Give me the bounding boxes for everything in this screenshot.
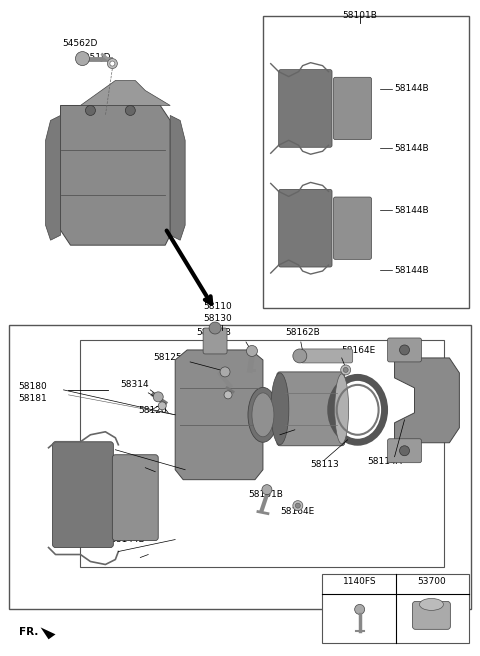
- Ellipse shape: [252, 393, 274, 437]
- Circle shape: [399, 345, 409, 355]
- Circle shape: [220, 367, 230, 377]
- Text: 58101B: 58101B: [342, 10, 377, 20]
- Circle shape: [399, 445, 409, 456]
- Ellipse shape: [248, 388, 278, 442]
- FancyBboxPatch shape: [277, 372, 345, 445]
- Ellipse shape: [335, 374, 348, 443]
- Circle shape: [153, 392, 163, 402]
- Bar: [81, 340, 444, 567]
- Circle shape: [343, 367, 348, 373]
- Text: 58144B: 58144B: [395, 144, 429, 153]
- Bar: [322, 575, 469, 644]
- Ellipse shape: [336, 385, 379, 435]
- Ellipse shape: [420, 598, 444, 610]
- Text: 58164E: 58164E: [342, 346, 376, 355]
- Circle shape: [158, 402, 166, 410]
- Text: 58144B: 58144B: [120, 466, 155, 475]
- Circle shape: [110, 61, 115, 66]
- Text: 58144B: 58144B: [395, 206, 429, 215]
- Text: FR.: FR.: [19, 627, 38, 638]
- FancyBboxPatch shape: [301, 349, 353, 363]
- Polygon shape: [81, 81, 170, 106]
- Text: 58110: 58110: [204, 302, 232, 311]
- Text: 54562D: 54562D: [62, 39, 98, 48]
- Text: 58181: 58181: [19, 394, 48, 403]
- Polygon shape: [170, 115, 185, 240]
- Text: 58180: 58180: [19, 382, 48, 391]
- Text: 58161B: 58161B: [248, 489, 283, 499]
- FancyBboxPatch shape: [279, 190, 332, 267]
- Polygon shape: [60, 106, 170, 245]
- Circle shape: [224, 391, 232, 399]
- Text: 58144B: 58144B: [395, 266, 429, 275]
- FancyBboxPatch shape: [203, 328, 227, 354]
- FancyBboxPatch shape: [387, 439, 421, 462]
- FancyBboxPatch shape: [279, 70, 332, 148]
- Circle shape: [262, 485, 272, 495]
- Polygon shape: [175, 350, 263, 480]
- Text: 58112: 58112: [278, 435, 307, 443]
- Text: 58113: 58113: [310, 460, 338, 469]
- Circle shape: [295, 503, 300, 508]
- Text: 58114A: 58114A: [368, 457, 402, 466]
- Ellipse shape: [271, 373, 289, 445]
- Text: 58130: 58130: [204, 314, 232, 323]
- Circle shape: [293, 349, 307, 363]
- Circle shape: [247, 346, 257, 356]
- Text: 1351JD: 1351JD: [78, 52, 111, 62]
- Text: 1140FS: 1140FS: [343, 577, 376, 586]
- Bar: [9, 325, 471, 609]
- Text: 58120: 58120: [138, 406, 167, 415]
- Circle shape: [355, 604, 365, 615]
- Text: 58314: 58314: [120, 380, 149, 389]
- Text: 58162B: 58162B: [285, 328, 320, 337]
- Text: 58163B: 58163B: [196, 328, 231, 337]
- Text: 58144B: 58144B: [110, 535, 145, 544]
- FancyBboxPatch shape: [387, 338, 421, 362]
- Circle shape: [85, 106, 96, 115]
- Text: 53700: 53700: [417, 577, 446, 586]
- Polygon shape: [395, 358, 459, 443]
- FancyBboxPatch shape: [334, 197, 372, 259]
- Text: 58164E: 58164E: [280, 506, 314, 516]
- FancyBboxPatch shape: [412, 602, 450, 629]
- Text: 58144B: 58144B: [395, 84, 429, 93]
- Polygon shape: [41, 627, 56, 640]
- Circle shape: [75, 52, 89, 66]
- Circle shape: [108, 58, 117, 68]
- Bar: [263, 16, 469, 308]
- Text: 58125: 58125: [153, 353, 182, 362]
- Polygon shape: [46, 115, 60, 240]
- FancyBboxPatch shape: [52, 441, 113, 548]
- Circle shape: [341, 365, 351, 375]
- FancyBboxPatch shape: [112, 455, 158, 541]
- Circle shape: [125, 106, 135, 115]
- Circle shape: [209, 322, 221, 334]
- FancyBboxPatch shape: [334, 77, 372, 140]
- Circle shape: [293, 501, 303, 510]
